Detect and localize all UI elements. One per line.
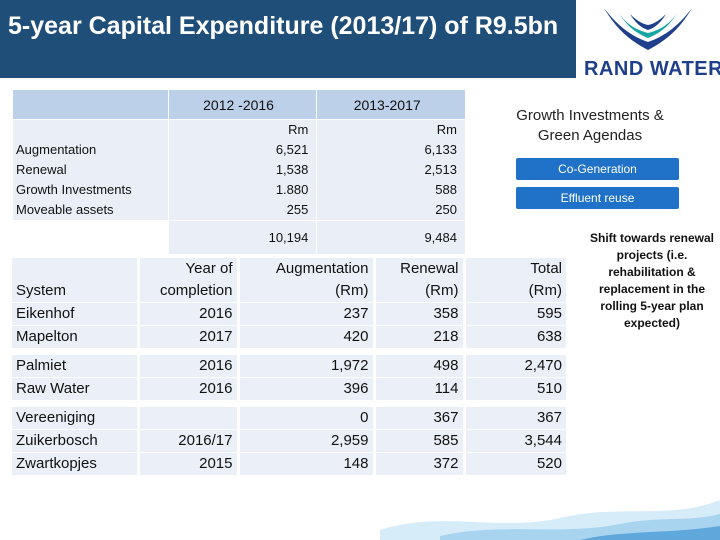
system-name: Palmiet <box>12 354 138 378</box>
renewal-header-line2: (Rm) <box>425 282 459 299</box>
renewal-header: Renewal (Rm) <box>372 258 464 303</box>
system-name: Raw Water <box>12 377 138 401</box>
total-value: 638 <box>462 325 566 349</box>
total-value: 3,544 <box>462 429 566 453</box>
projects-table: System Year of completion Augmentation (… <box>12 258 566 476</box>
augmentation-value: 1,972 <box>236 354 374 378</box>
summary-col1-values: Rm 6,521 1,538 1.880 255 <box>167 119 318 221</box>
renewal-value: 218 <box>372 325 464 349</box>
completion-year: 2017 <box>136 325 238 349</box>
shift-note: Shift towards renewal projects (i.e. reh… <box>589 231 715 330</box>
aug-header: Augmentation (Rm) <box>236 258 374 303</box>
table-row: Eikenhof 2016 237 358 595 <box>12 302 566 326</box>
aug-header-line1: Augmentation <box>275 260 369 277</box>
total-value: 2,470 <box>462 354 566 378</box>
summary-label: Moveable assets <box>16 202 114 217</box>
augmentation-value: 237 <box>236 302 374 326</box>
year-header-line2: completion <box>159 282 233 299</box>
summary-value: 6,521 <box>275 142 309 157</box>
logo-wordmark: RAND WATER <box>584 58 720 80</box>
total-value: 510 <box>462 377 566 401</box>
total-header-line1: Total <box>530 260 562 277</box>
summary-value: 588 <box>435 182 457 197</box>
augmentation-value: 0 <box>236 406 374 430</box>
title-bar: 5-year Capital Expenditure (2013/17) of … <box>0 0 576 78</box>
year-header: Year of completion <box>136 258 238 303</box>
renewal-value: 585 <box>372 429 464 453</box>
summary-col2-header: 2013-2017 <box>316 89 466 120</box>
renewal-value: 367 <box>372 406 464 430</box>
table-row: Vereeniging 0 367 367 <box>12 406 566 430</box>
renewal-value: 114 <box>372 377 464 401</box>
water-splash-decoration-icon <box>380 500 720 540</box>
summary-header-row: 2012 -2016 2013-2017 <box>12 89 466 120</box>
summary-value: 1,538 <box>275 162 309 177</box>
year-header-line1: Year of <box>185 260 233 277</box>
summary-unit: Rm <box>436 122 457 137</box>
completion-year: 2016 <box>136 302 238 326</box>
table-row: Zuikerbosch 2016/17 2,959 585 3,544 <box>12 429 566 453</box>
summary-unit: Rm <box>288 122 309 137</box>
renewal-value: 358 <box>372 302 464 326</box>
system-name: Zwartkopjes <box>12 452 138 476</box>
row-gap <box>12 348 566 355</box>
total-value: 367 <box>462 406 566 430</box>
completion-year: 2016/17 <box>136 429 238 453</box>
completion-year: 2015 <box>136 452 238 476</box>
augmentation-value: 396 <box>236 377 374 401</box>
table-row: Mapelton 2017 420 218 638 <box>12 325 566 349</box>
summary-labels: Augmentation Renewal Growth Investments … <box>12 119 169 221</box>
augmentation-value: 420 <box>236 325 374 349</box>
growth-investments-title: Growth Investments & Green Agendas <box>516 107 664 144</box>
total-value: 595 <box>462 302 566 326</box>
renewal-header-line1: Renewal <box>400 260 459 277</box>
summary-total-blank <box>12 220 169 255</box>
table-row: Raw Water 2016 396 114 510 <box>12 377 566 401</box>
table-row: Palmiet 2016 1,972 498 2,470 <box>12 354 566 378</box>
completion-year <box>136 406 238 430</box>
completion-year: 2016 <box>136 354 238 378</box>
system-name: Vereeniging <box>12 406 138 430</box>
renewal-value: 498 <box>372 354 464 378</box>
total-value: 520 <box>462 452 566 476</box>
system-header: System <box>12 258 138 303</box>
summary-total-col1: 10,194 <box>167 220 318 255</box>
summary-value: 255 <box>286 202 309 217</box>
row-gap <box>12 400 566 407</box>
summary-value: 6,133 <box>424 142 457 157</box>
co-generation-badge: Co-Generation <box>516 158 679 180</box>
aug-header-line2: (Rm) <box>335 282 369 299</box>
system-name: Zuikerbosch <box>12 429 138 453</box>
system-name: Eikenhof <box>12 302 138 326</box>
augmentation-value: 148 <box>236 452 374 476</box>
summary-value: 250 <box>435 202 457 217</box>
projects-header-row: System Year of completion Augmentation (… <box>12 258 566 303</box>
summary-label: Renewal <box>16 162 67 177</box>
summary-body-row: Augmentation Renewal Growth Investments … <box>12 119 466 221</box>
summary-label: Growth Investments <box>16 182 132 197</box>
summary-label: Augmentation <box>16 142 97 157</box>
table-row: Zwartkopjes 2015 148 372 520 <box>12 452 566 476</box>
system-name: Mapelton <box>12 325 138 349</box>
total-header-line2: (Rm) <box>528 282 562 299</box>
rand-water-logo-icon <box>604 8 692 50</box>
summary-table: 2012 -2016 2013-2017 Augmentation Renewa… <box>12 89 466 255</box>
summary-value: 1.880 <box>275 182 309 197</box>
summary-col2-values: Rm 6,133 2,513 588 250 <box>316 119 466 221</box>
effluent-reuse-badge: Effluent reuse <box>516 187 679 209</box>
summary-total-col2: 9,484 <box>316 220 466 255</box>
summary-value: 2,513 <box>424 162 457 177</box>
page-title: 5-year Capital Expenditure (2013/17) of … <box>8 12 559 40</box>
summary-col1-header: 2012 -2016 <box>167 89 318 120</box>
total-header: Total (Rm) <box>462 258 566 303</box>
summary-header-blank <box>12 89 169 120</box>
completion-year: 2016 <box>136 377 238 401</box>
summary-total-row: 10,194 9,484 <box>12 220 466 255</box>
augmentation-value: 2,959 <box>236 429 374 453</box>
renewal-value: 372 <box>372 452 464 476</box>
